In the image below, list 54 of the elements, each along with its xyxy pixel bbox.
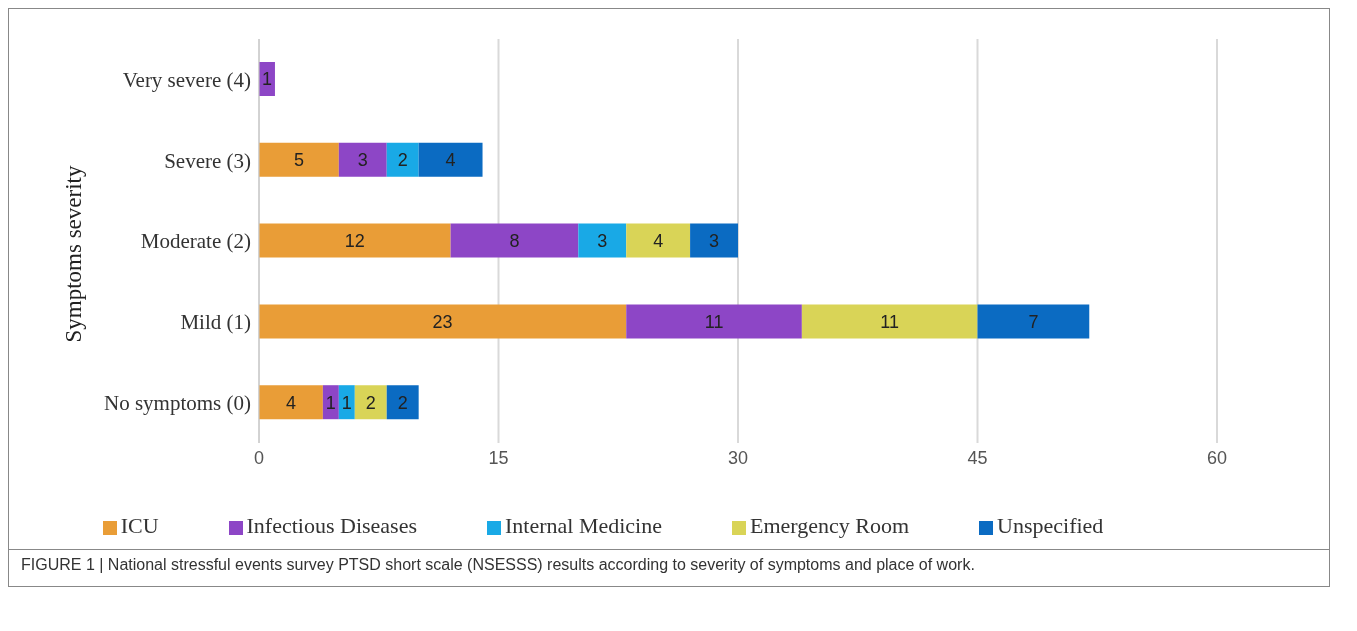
data-label: 8 (509, 230, 520, 251)
data-label: 1 (341, 392, 352, 413)
bar (418, 142, 483, 177)
data-label: 4 (445, 150, 456, 171)
bar (259, 385, 323, 420)
bar (354, 385, 387, 420)
legend-label: Infectious Diseases (246, 513, 417, 538)
bar (801, 304, 978, 339)
data-label: 1 (261, 69, 272, 90)
x-tick-label: 60 (1206, 447, 1228, 468)
bar (338, 142, 387, 177)
y-tick-label: Moderate (2) (140, 229, 251, 254)
data-label: 3 (357, 150, 368, 171)
data-label: 7 (1028, 311, 1039, 332)
bar (322, 385, 339, 420)
data-label: 23 (432, 311, 453, 332)
caption: FIGURE 1 | National stressful events survey PTSD short scale (NSESSS) results according to severity of symptoms and place of work. (9, 549, 1329, 586)
data-label: 5 (293, 150, 304, 171)
data-label: 11 (880, 311, 900, 332)
data-label: 4 (285, 392, 296, 413)
data-label: 3 (597, 230, 608, 251)
data-label: 11 (704, 311, 724, 332)
legend-label: Internal Medicine (504, 513, 662, 538)
bar (578, 223, 627, 258)
bar (977, 304, 1090, 339)
x-tick-label: 0 (253, 447, 265, 468)
data-label: 1 (325, 392, 336, 413)
bar (690, 223, 738, 258)
bar (259, 304, 627, 339)
legend-label: Unspecified (997, 513, 1104, 538)
data-label: 2 (397, 150, 408, 171)
data-label: 12 (344, 230, 365, 251)
x-tick-label: 45 (967, 447, 988, 468)
legend-label: Emergency Room (749, 513, 910, 538)
y-tick-label: Mild (1) (180, 310, 252, 335)
bar (338, 385, 355, 420)
data-label: 4 (653, 230, 664, 251)
y-axis-title: Symptoms severity (61, 165, 87, 343)
bar (259, 142, 339, 177)
x-tick-label: 15 (488, 447, 509, 468)
bar (626, 304, 802, 339)
data-label: 2 (365, 392, 376, 413)
legend-label: ICU (120, 513, 159, 538)
bar (450, 223, 579, 258)
y-tick-label: Severe (3) (164, 148, 251, 173)
y-tick-label: Very severe (4) (122, 67, 251, 92)
bar (386, 385, 419, 420)
x-tick-label: 30 (727, 447, 749, 468)
data-label: 3 (709, 230, 720, 251)
bar (386, 142, 419, 177)
bar (626, 223, 691, 258)
bar (259, 223, 451, 258)
y-tick-label: No symptoms (0) (104, 391, 252, 416)
data-label: 2 (397, 392, 408, 413)
